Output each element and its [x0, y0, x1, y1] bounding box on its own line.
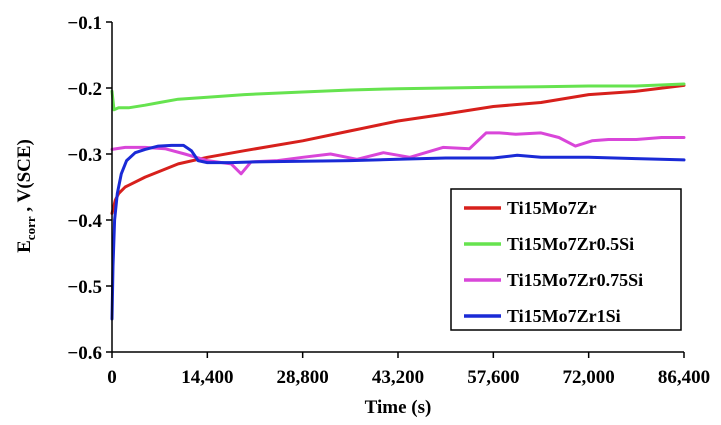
- x-tick-label-5: 72,000: [563, 367, 615, 388]
- x-tick-label-6: 86,400: [658, 367, 710, 388]
- y-axis-title: Ecorr , V(SCE): [14, 139, 38, 253]
- y-axis-title-sub: corr: [23, 216, 38, 240]
- y-tick-label-5: −0.6: [67, 343, 102, 364]
- legend-label-3: Ti15Mo7Zr1Si: [507, 306, 621, 326]
- x-tick-label-4: 57,600: [467, 367, 519, 388]
- series-layer: [110, 82, 686, 321]
- y-tick-label-2: −0.3: [67, 145, 102, 166]
- ticks-layer: 0 14,400 28,800 43,200 57,600 72,000 86,400 −0.…: [67, 13, 710, 388]
- y-tick-label-1: −0.2: [67, 79, 102, 100]
- series-line-3: [110, 143, 686, 321]
- x-tick-label-0: 0: [107, 367, 117, 388]
- x-axis-title: Time (s): [365, 397, 432, 418]
- series-line-1: [110, 82, 686, 112]
- y-axis-title-main: E: [14, 240, 35, 253]
- y-tick-label-0: −0.1: [67, 13, 102, 34]
- legend-label-0: Ti15Mo7Zr: [507, 198, 597, 218]
- legend-label-1: Ti15Mo7Zr0.5Si: [507, 234, 634, 254]
- legend-items: Ti15Mo7Zr Ti15Mo7Zr0.5Si Ti15Mo7Zr0.75Si Ti…: [464, 198, 643, 326]
- y-axis-title-rest: , V(SCE): [14, 139, 35, 216]
- x-tick-label-1: 14,400: [181, 367, 233, 388]
- legend: Ti15Mo7Zr Ti15Mo7Zr0.5Si Ti15Mo7Zr0.75Si Ti…: [450, 188, 682, 331]
- series-line-0: [110, 83, 686, 215]
- legend-label-2: Ti15Mo7Zr0.75Si: [507, 270, 643, 290]
- x-tick-label-2: 28,800: [277, 367, 329, 388]
- y-tick-label-3: −0.4: [67, 211, 102, 232]
- y-tick-label-4: −0.5: [67, 277, 102, 298]
- y-axis-title-group: Ecorr , V(SCE): [14, 139, 38, 253]
- legend-box: [450, 188, 682, 331]
- x-tick-label-3: 43,200: [372, 367, 424, 388]
